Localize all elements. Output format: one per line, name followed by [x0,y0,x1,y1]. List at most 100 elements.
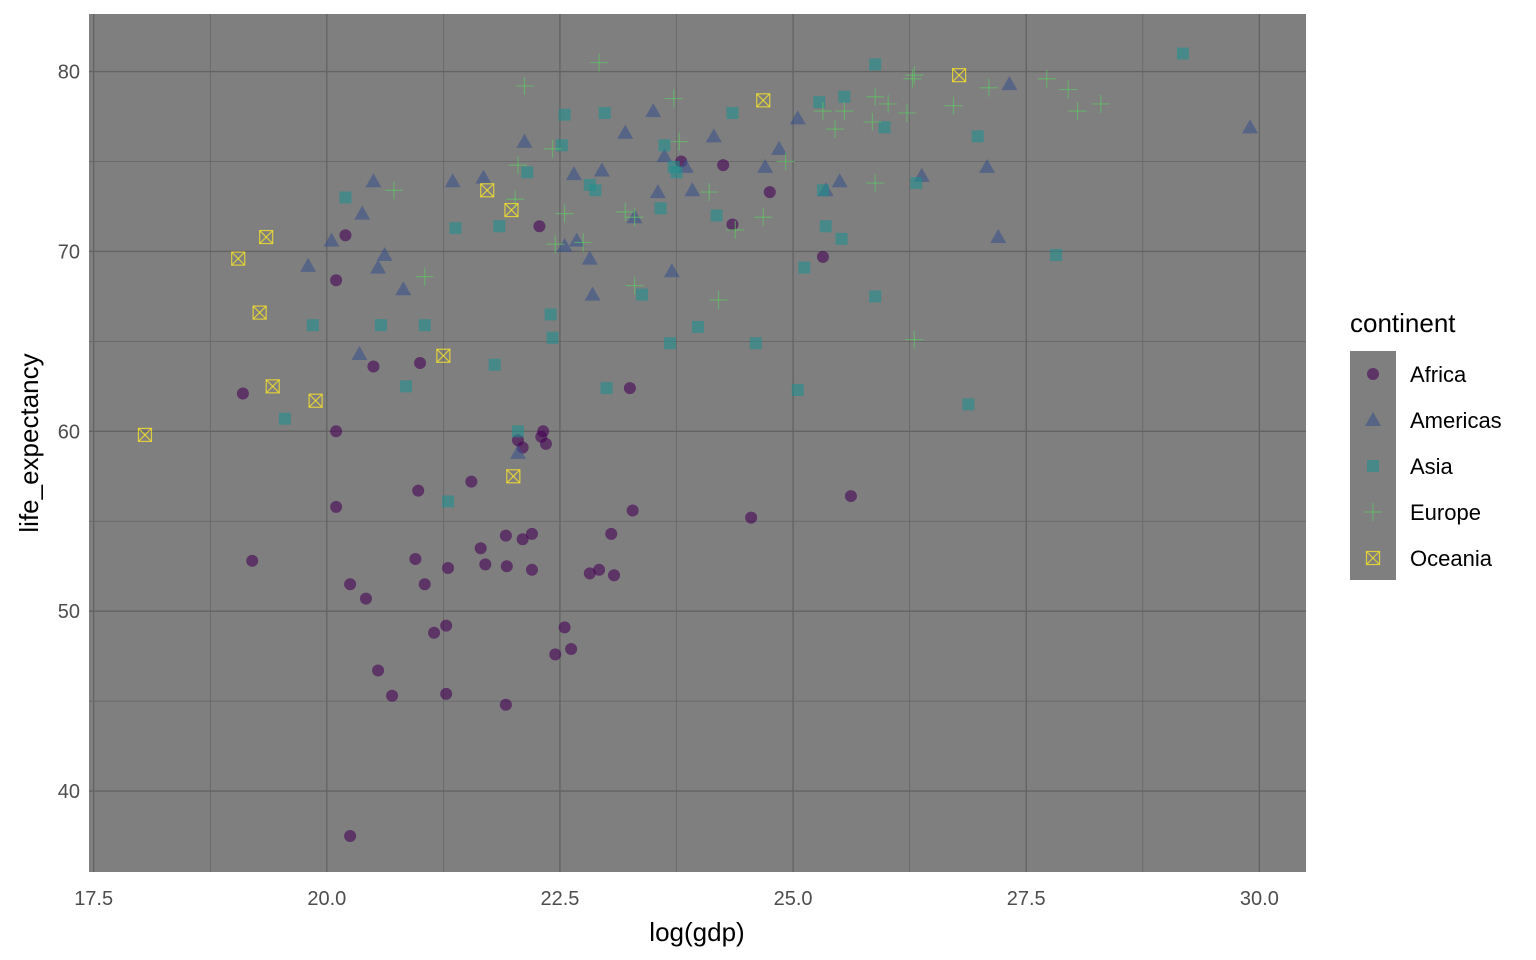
data-point-africa [499,529,512,542]
data-point-asia [418,319,431,332]
data-point-africa [763,186,776,199]
data-point-oceania [506,469,521,484]
data-point-europe [709,291,728,309]
data-point-asia [962,398,975,411]
legend-label: Europe [1410,500,1481,525]
data-point-europe [1091,94,1110,113]
data-point-europe [616,202,635,221]
plot-panel [89,14,1306,872]
data-point-americas [376,247,393,262]
data-point-europe [664,89,683,108]
y-tick-label: 80 [58,62,80,84]
x-tick-label: 27.5 [1007,888,1046,910]
data-point-europe [863,112,882,131]
data-point-europe [625,208,644,227]
data-point-europe [515,76,534,95]
data-point-africa [583,567,596,580]
data-point-africa [745,511,758,524]
data-point-europe [866,174,885,193]
data-point-asia [749,337,762,350]
data-point-americas [351,345,368,360]
data-point-asia [813,96,826,109]
data-point-europe [754,208,773,227]
data-point-asia [1176,47,1189,60]
data-points [137,47,1259,843]
data-point-asia [910,177,923,190]
data-point-europe [776,152,795,171]
data-point-africa [605,527,618,540]
data-point-asia [544,308,557,321]
data-point-europe [879,94,898,113]
data-point-africa [440,687,453,700]
data-point-oceania [436,348,451,363]
data-point-europe [866,87,885,106]
data-point-africa [537,425,550,438]
data-point-europe [546,235,565,254]
data-point-asia [1050,249,1063,262]
y-tick-label: 40 [58,781,80,803]
data-point-asia [598,106,611,119]
data-point-africa [593,563,606,576]
legend-key-africa [1367,368,1379,380]
data-point-americas [354,205,371,220]
data-point-europe [1037,69,1056,88]
data-point-europe [625,276,644,295]
data-point-americas [663,263,680,278]
data-point-europe [700,183,719,202]
data-point-oceania [308,393,323,408]
data-point-asia [600,382,613,395]
data-point-africa [726,218,739,231]
data-point-africa [246,554,259,567]
data-point-americas [323,232,340,247]
data-point-africa [816,250,829,263]
data-point-americas [516,133,533,148]
data-point-asia [449,222,462,235]
data-point-asia [816,184,829,197]
data-point-asia [878,121,891,134]
data-point-americas [771,140,788,155]
data-point-europe [835,102,854,121]
data-point-africa [525,563,538,576]
legend-label: Americas [1410,408,1502,433]
data-point-americas [831,173,848,188]
y-tick-label: 50 [58,601,80,623]
data-point-africa [549,648,562,661]
data-point-americas [789,110,806,125]
data-point-americas [645,103,662,118]
data-point-asia [400,380,413,393]
data-point-asia [511,425,524,438]
data-point-europe [897,103,916,122]
data-point-europe [415,267,434,286]
data-point-africa [844,490,857,503]
data-point-europe [905,330,924,349]
data-point-oceania [756,93,771,108]
data-point-asia [493,220,506,233]
data-point-asia [555,139,568,152]
data-point-americas [656,148,673,163]
data-point-oceania [951,68,967,83]
data-point-asia [488,358,501,371]
legend-item-europe: Europe [1364,500,1481,525]
data-point-asia [306,319,319,332]
data-point-africa [386,689,399,702]
data-point-asia [374,319,387,332]
data-point-europe [555,204,574,223]
data-point-asia [339,191,352,204]
data-point-oceania [265,379,280,394]
data-point-europe [1059,80,1078,99]
data-point-europe [1068,102,1087,121]
data-point-asia [636,288,649,301]
data-point-africa [558,621,571,634]
data-point-asia [838,90,851,103]
data-point-asia [278,412,291,425]
data-point-asia [663,337,676,350]
data-point-americas [990,229,1007,244]
data-point-oceania [480,183,495,198]
data-point-africa [440,619,453,632]
data-point-asia [691,320,704,333]
data-point-americas [1001,76,1018,91]
data-point-americas [581,250,598,265]
data-point-asia [670,166,683,179]
data-point-africa [330,500,343,513]
data-point-americas [979,158,996,173]
